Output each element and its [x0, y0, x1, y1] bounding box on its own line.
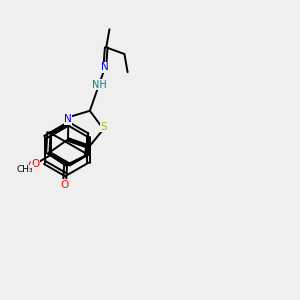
Text: NH: NH: [92, 80, 106, 90]
Text: CH₃: CH₃: [16, 165, 33, 174]
Text: N: N: [101, 62, 109, 72]
Text: O: O: [60, 180, 69, 190]
Text: S: S: [101, 122, 107, 132]
Text: N: N: [64, 114, 72, 124]
Text: O: O: [27, 161, 35, 171]
Text: O: O: [32, 159, 40, 169]
